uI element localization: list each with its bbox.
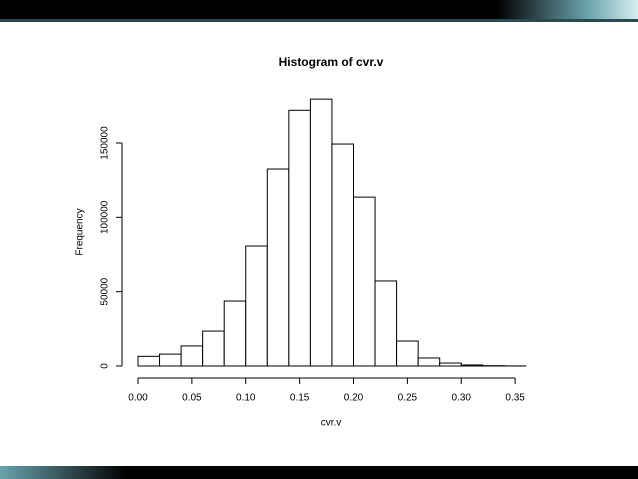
x-tick-label: 0.10	[236, 393, 256, 404]
bar	[223, 300, 247, 367]
x-tick-label: 0.15	[290, 393, 310, 404]
y-axis-label: Frequency	[75, 208, 86, 255]
bar	[137, 355, 161, 367]
y-tick-label: 50000	[100, 277, 111, 305]
bottom-band	[0, 466, 638, 479]
bar	[202, 330, 225, 367]
top-band	[0, 0, 638, 19]
x-tick-label: 0.35	[505, 393, 525, 404]
y-tick-label: 0	[100, 363, 111, 369]
x-axis-label: cvr.v	[321, 418, 342, 429]
x-tick-label: 0.00	[128, 393, 148, 404]
bar	[374, 280, 398, 367]
bar	[309, 98, 333, 367]
bar	[288, 109, 311, 367]
bar	[460, 364, 484, 367]
chart-title: Histogram of cvr.v	[279, 55, 384, 69]
x-tick-label: 0.30	[452, 393, 472, 404]
y-tick-label: 150000	[100, 126, 111, 160]
x-tick-label: 0.20	[344, 393, 364, 404]
bar	[245, 245, 268, 367]
bar	[353, 196, 376, 367]
top-band-edge	[0, 19, 638, 22]
bar	[331, 143, 355, 367]
bar	[439, 362, 462, 367]
bar	[417, 357, 441, 367]
x-tick-label: 0.25	[398, 393, 418, 404]
bar	[159, 353, 182, 367]
bar	[180, 345, 204, 367]
y-tick-label: 100000	[100, 200, 111, 234]
bar	[396, 340, 419, 367]
bar	[266, 168, 290, 367]
x-tick-label: 0.05	[182, 393, 202, 404]
